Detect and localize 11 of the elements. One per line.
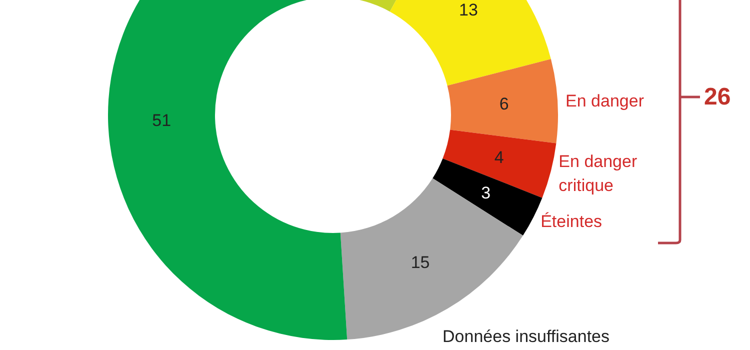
slice-label: En danger [566,90,644,110]
slice-label: En danger critique [558,151,638,194]
slice-label: Données insuffisantes [442,326,610,346]
data-label: 3 [481,183,491,202]
data-label: 6 [499,94,509,114]
data-label: 13 [459,0,478,20]
slice-label: Éteintes [540,211,602,230]
data-label: 15 [410,253,430,272]
text: 26 [704,84,731,110]
data-label: 51 [152,110,172,130]
data-label: 4 [494,148,504,168]
